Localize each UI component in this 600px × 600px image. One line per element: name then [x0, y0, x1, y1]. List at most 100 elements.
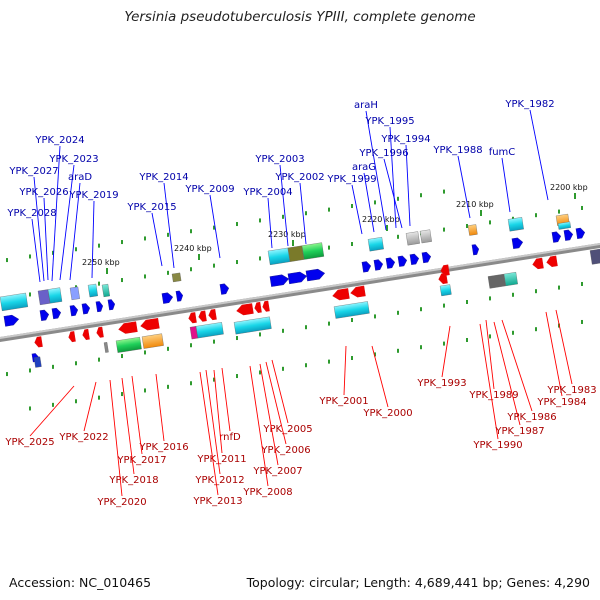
- gene-label: YPK_2015: [126, 202, 176, 213]
- reverse-gene-arrow: [34, 336, 43, 348]
- forward-gene-arrow: [409, 253, 420, 265]
- position-tick: [121, 240, 123, 245]
- reverse-gene-arrow: [140, 317, 160, 331]
- feature-block: [267, 247, 291, 266]
- position-tick: [328, 207, 330, 212]
- position-tick: [75, 399, 77, 404]
- position-tick: [374, 314, 376, 319]
- position-tick: [259, 218, 261, 223]
- forward-gene-arrow: [269, 274, 290, 287]
- gene-leader-line: [383, 158, 403, 229]
- genome-title: Yersinia pseudotuberculosis YPIII, compl…: [124, 9, 476, 25]
- position-tick: [75, 361, 77, 366]
- forward-gene-arrow: [421, 251, 432, 264]
- forward-gene-arrow: [107, 299, 116, 311]
- position-tick: [328, 245, 330, 250]
- feature-block: [503, 272, 518, 287]
- position-tick: [512, 330, 514, 335]
- gene-leader-line: [351, 184, 363, 235]
- gene-label: YPK_1984: [536, 397, 586, 408]
- position-tick: [52, 250, 54, 255]
- gene-leader-line: [389, 126, 397, 229]
- gene-leader-line: [163, 182, 175, 269]
- gene-leader-line: [213, 369, 223, 454]
- position-tick: [98, 243, 100, 248]
- position-tick: [535, 327, 537, 332]
- position-tick: [29, 254, 31, 259]
- gene-leader-line: [271, 359, 289, 424]
- scale-tick-label: 2220 kbp: [362, 215, 400, 224]
- gene-leader-line: [249, 365, 269, 487]
- forward-gene-arrow: [3, 314, 20, 327]
- reverse-gene-arrow: [532, 257, 544, 270]
- gene-leader-line: [83, 381, 97, 432]
- feature-block: [0, 292, 29, 312]
- scale-tick-mark: [386, 225, 388, 231]
- position-tick: [351, 204, 353, 209]
- scale-tick-label: 2240 kbp: [174, 244, 212, 253]
- feature-block: [47, 287, 63, 304]
- position-tick: [397, 348, 399, 353]
- feature-block: [103, 342, 109, 353]
- forward-gene-arrow: [373, 259, 384, 271]
- position-tick: [581, 319, 583, 324]
- position-tick: [167, 384, 169, 389]
- position-tick: [213, 377, 215, 382]
- position-tick: [29, 368, 31, 373]
- gene-label: YPK_2019: [68, 190, 118, 201]
- position-tick: [236, 222, 238, 227]
- gene-label: YPK_2018: [108, 475, 158, 486]
- position-tick: [167, 232, 169, 237]
- position-tick: [351, 318, 353, 323]
- position-tick: [121, 354, 123, 359]
- position-tick: [420, 307, 422, 312]
- position-tick: [29, 292, 31, 297]
- feature-block: [33, 356, 42, 368]
- gene-label: YPK_2020: [96, 497, 146, 508]
- position-tick: [98, 357, 100, 362]
- gene-leader-line: [199, 371, 219, 496]
- position-tick: [213, 263, 215, 268]
- gene-leader-line: [151, 212, 163, 267]
- gene-leader-line: [501, 319, 533, 412]
- forward-gene-arrow: [361, 261, 372, 273]
- position-tick: [236, 374, 238, 379]
- feature-block: [301, 242, 325, 260]
- feature-block: [487, 273, 506, 289]
- position-tick: [374, 200, 376, 205]
- gene-label: YPK_2003: [254, 154, 304, 165]
- position-tick: [535, 289, 537, 294]
- gene-leader-line: [493, 321, 521, 426]
- gene-label: YPK_1994: [380, 134, 430, 145]
- position-tick: [167, 270, 169, 275]
- forward-gene-arrow: [397, 255, 408, 267]
- genome-summary-text: Topology: circular; Length: 4,689,441 bp…: [246, 575, 590, 590]
- gene-leader-line: [501, 157, 511, 213]
- gene-label: YPK_2004: [242, 187, 292, 198]
- gene-label: YPK_1990: [472, 440, 522, 451]
- gene-label: YPK_2016: [138, 442, 188, 453]
- reverse-gene-arrow: [118, 321, 138, 334]
- position-tick: [305, 211, 307, 216]
- forward-gene-arrow: [81, 303, 91, 315]
- feature-block: [439, 284, 452, 297]
- forward-gene-arrow: [69, 305, 79, 317]
- gene-leader-line: [299, 182, 307, 245]
- reverse-gene-arrow: [68, 331, 76, 343]
- scale-tick-mark: [480, 210, 482, 216]
- gene-leader-line: [529, 109, 549, 201]
- position-tick: [581, 281, 583, 286]
- gene-label: YPK_2001: [318, 396, 368, 407]
- gene-leader-line: [155, 373, 165, 442]
- position-tick: [305, 363, 307, 368]
- gene-leader-line: [121, 377, 135, 475]
- position-tick: [374, 352, 376, 357]
- gene-leader-line: [555, 309, 573, 385]
- gene-leader-line: [363, 172, 375, 233]
- position-tick: [190, 343, 192, 348]
- position-tick: [443, 303, 445, 308]
- gene-label: araH: [354, 100, 378, 111]
- reverse-gene-arrow: [254, 301, 262, 313]
- gene-label: YPK_2024: [34, 135, 84, 146]
- gene-label: YPK_1986: [506, 412, 556, 423]
